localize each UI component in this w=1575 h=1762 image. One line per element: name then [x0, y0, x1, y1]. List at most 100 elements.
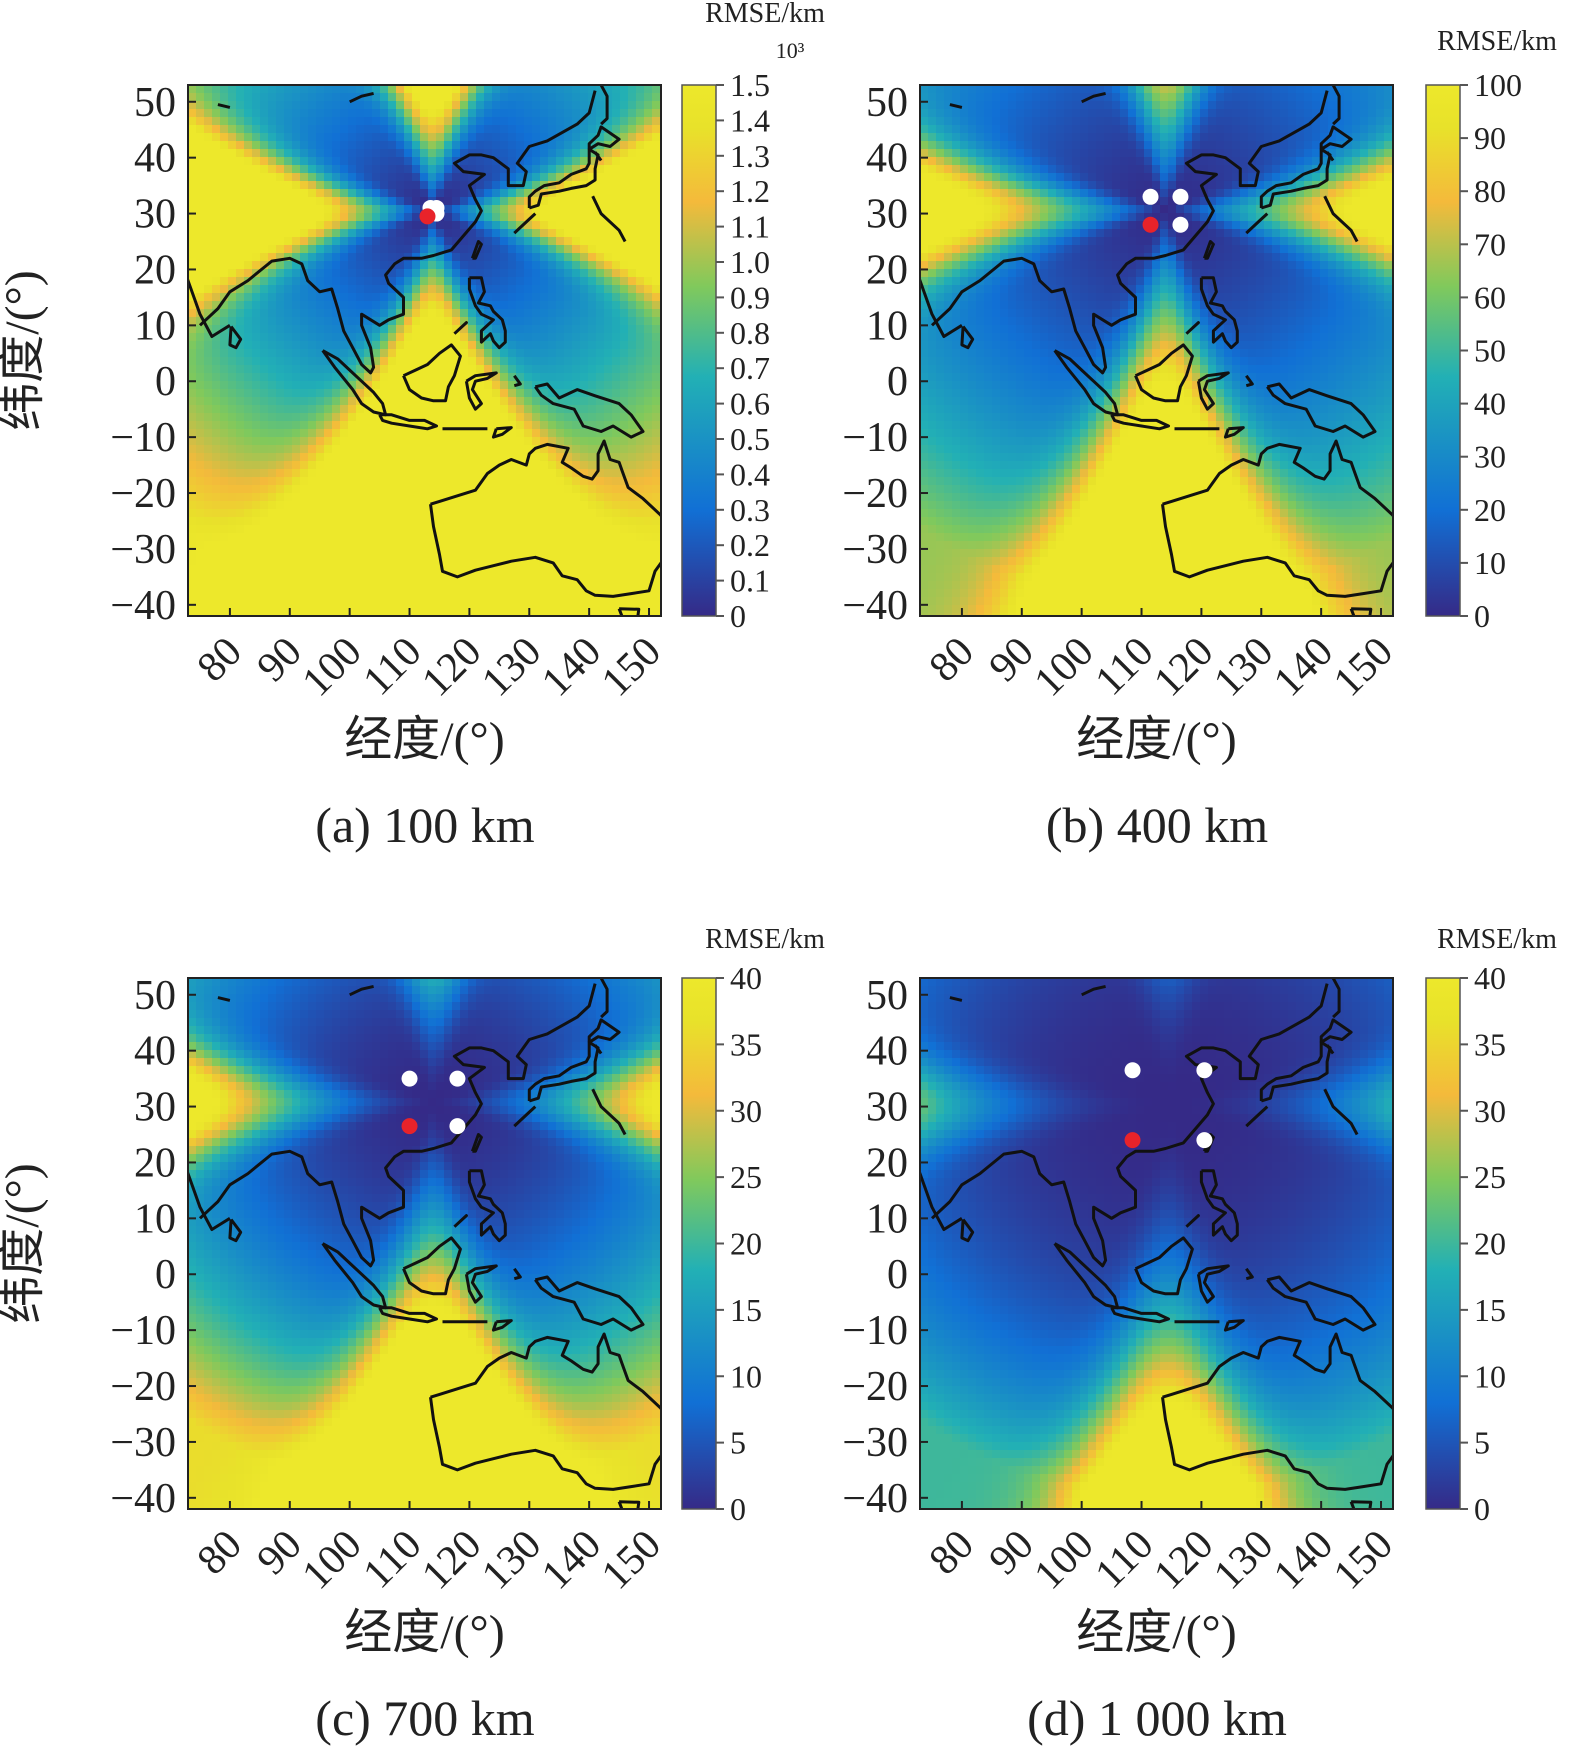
x-tick-label: 150 — [593, 629, 670, 706]
colorbar-tick-label: 15 — [1474, 1292, 1506, 1328]
colorbar-tick-label: 0 — [1474, 1491, 1490, 1527]
coastline — [599, 85, 609, 126]
rmse-heatmap — [188, 978, 661, 1509]
colorbar — [681, 84, 717, 617]
coastline — [464, 371, 498, 411]
y-tick-label: 0 — [887, 359, 908, 405]
y-tick-label: 50 — [866, 973, 908, 1019]
coastline — [1331, 85, 1341, 126]
coastline — [513, 374, 522, 388]
station-marker — [401, 1070, 418, 1087]
y-tick-label: 10 — [866, 1196, 908, 1242]
coastline — [188, 276, 231, 338]
plot-frame — [919, 977, 1394, 1510]
colorbar-tick-label: 30 — [1474, 439, 1506, 475]
coastline — [1325, 151, 1335, 162]
y-tick-label: 50 — [134, 973, 176, 1019]
y-tick-label: 10 — [866, 303, 908, 349]
coastline — [1245, 212, 1269, 235]
colorbar-tick-label: 0.2 — [730, 527, 770, 563]
coastline — [1323, 195, 1359, 243]
coastline — [198, 90, 597, 375]
colorbar-tick-label: 10 — [1474, 545, 1506, 581]
x-tick-label: 80 — [921, 629, 983, 691]
colorbar-title: RMSE/km — [705, 924, 825, 955]
coastline — [188, 1169, 231, 1231]
y-tick-label: −30 — [110, 1420, 176, 1466]
colorbar-tick-label: 15 — [730, 1292, 762, 1328]
coastline — [1134, 343, 1194, 403]
coastline — [513, 1105, 537, 1128]
colorbar-tick-label: 0.7 — [730, 350, 770, 386]
panel-caption: (d) 1 000 km — [1027, 1690, 1287, 1746]
coastline — [491, 1319, 513, 1332]
panel-caption: (c) 700 km — [315, 1690, 534, 1746]
coastline — [429, 1332, 661, 1491]
y-tick-label: 30 — [866, 192, 908, 238]
coastline — [1323, 1088, 1359, 1136]
coastline — [591, 195, 627, 243]
y-tick-label: −30 — [110, 527, 176, 573]
coastline — [1196, 1264, 1230, 1304]
coastline — [1199, 1169, 1239, 1243]
coastline — [1223, 426, 1245, 439]
coastline — [217, 996, 231, 1002]
coastline — [429, 439, 661, 598]
y-tick-label: −40 — [842, 583, 908, 629]
colorbar-tick-label: 60 — [1474, 279, 1506, 315]
colorbar-tick-label: 80 — [1474, 173, 1506, 209]
coastline — [513, 212, 537, 235]
rmse-heatmap — [920, 85, 1393, 616]
colorbar-tick-label: 0.5 — [730, 421, 770, 457]
colorbar-tick-label: 5 — [1474, 1425, 1490, 1461]
station-marker — [1172, 216, 1189, 233]
coastline — [593, 151, 603, 162]
coastline — [534, 382, 645, 439]
coastline — [949, 996, 963, 1002]
coastline — [1110, 1306, 1170, 1324]
coastline — [1319, 125, 1353, 151]
coastline — [470, 1133, 483, 1153]
y-tick-label: 20 — [134, 1140, 176, 1186]
y-tick-label: −40 — [842, 1476, 908, 1522]
y-axis-title: 纬度/(°) — [0, 270, 49, 431]
y-tick-label: 10 — [134, 303, 176, 349]
coastline — [1266, 1275, 1377, 1332]
coastline — [1349, 1500, 1373, 1509]
coastline — [217, 103, 231, 109]
coastline — [920, 1169, 963, 1231]
coastline — [349, 984, 374, 997]
coastline — [1161, 439, 1393, 598]
y-tick-label: −30 — [842, 527, 908, 573]
colorbar-tick-label: 30 — [1474, 1093, 1506, 1129]
station-marker — [449, 1070, 466, 1087]
colorbar-tick-label: 20 — [1474, 492, 1506, 528]
x-tick-label: 150 — [1325, 629, 1402, 706]
x-axis-title: 经度/(°) — [344, 1606, 505, 1659]
colorbar-tick-label: 10 — [1474, 1358, 1506, 1394]
colorbar — [681, 977, 717, 1510]
reference-station-marker — [1124, 1132, 1141, 1149]
x-tick-label: 80 — [189, 1522, 251, 1584]
coastline — [1319, 1018, 1353, 1044]
coastline — [1331, 978, 1341, 1019]
station-marker — [449, 1118, 466, 1135]
y-tick-label: 0 — [887, 1252, 908, 1298]
panel-caption: (b) 400 km — [1046, 797, 1268, 853]
colorbar-tick-label: 100 — [1474, 67, 1522, 103]
colorbar-tick-label: 0.8 — [730, 315, 770, 351]
colorbar-title: RMSE/km — [1437, 26, 1557, 57]
coastline — [228, 1218, 243, 1243]
coastline — [920, 276, 963, 338]
colorbar-tick-label: 1.1 — [730, 209, 770, 245]
colorbar-title: RMSE/km — [705, 0, 825, 29]
x-tick-label: 80 — [189, 629, 251, 691]
coastlines — [920, 85, 1393, 616]
coastline — [1245, 1267, 1254, 1281]
plot-frame — [919, 84, 1394, 617]
colorbar-tick-label: 20 — [730, 1226, 762, 1262]
colorbar-tick-label: 0.9 — [730, 279, 770, 315]
coastline — [513, 1267, 522, 1281]
coastline — [599, 978, 609, 1019]
coastline — [1202, 240, 1215, 260]
